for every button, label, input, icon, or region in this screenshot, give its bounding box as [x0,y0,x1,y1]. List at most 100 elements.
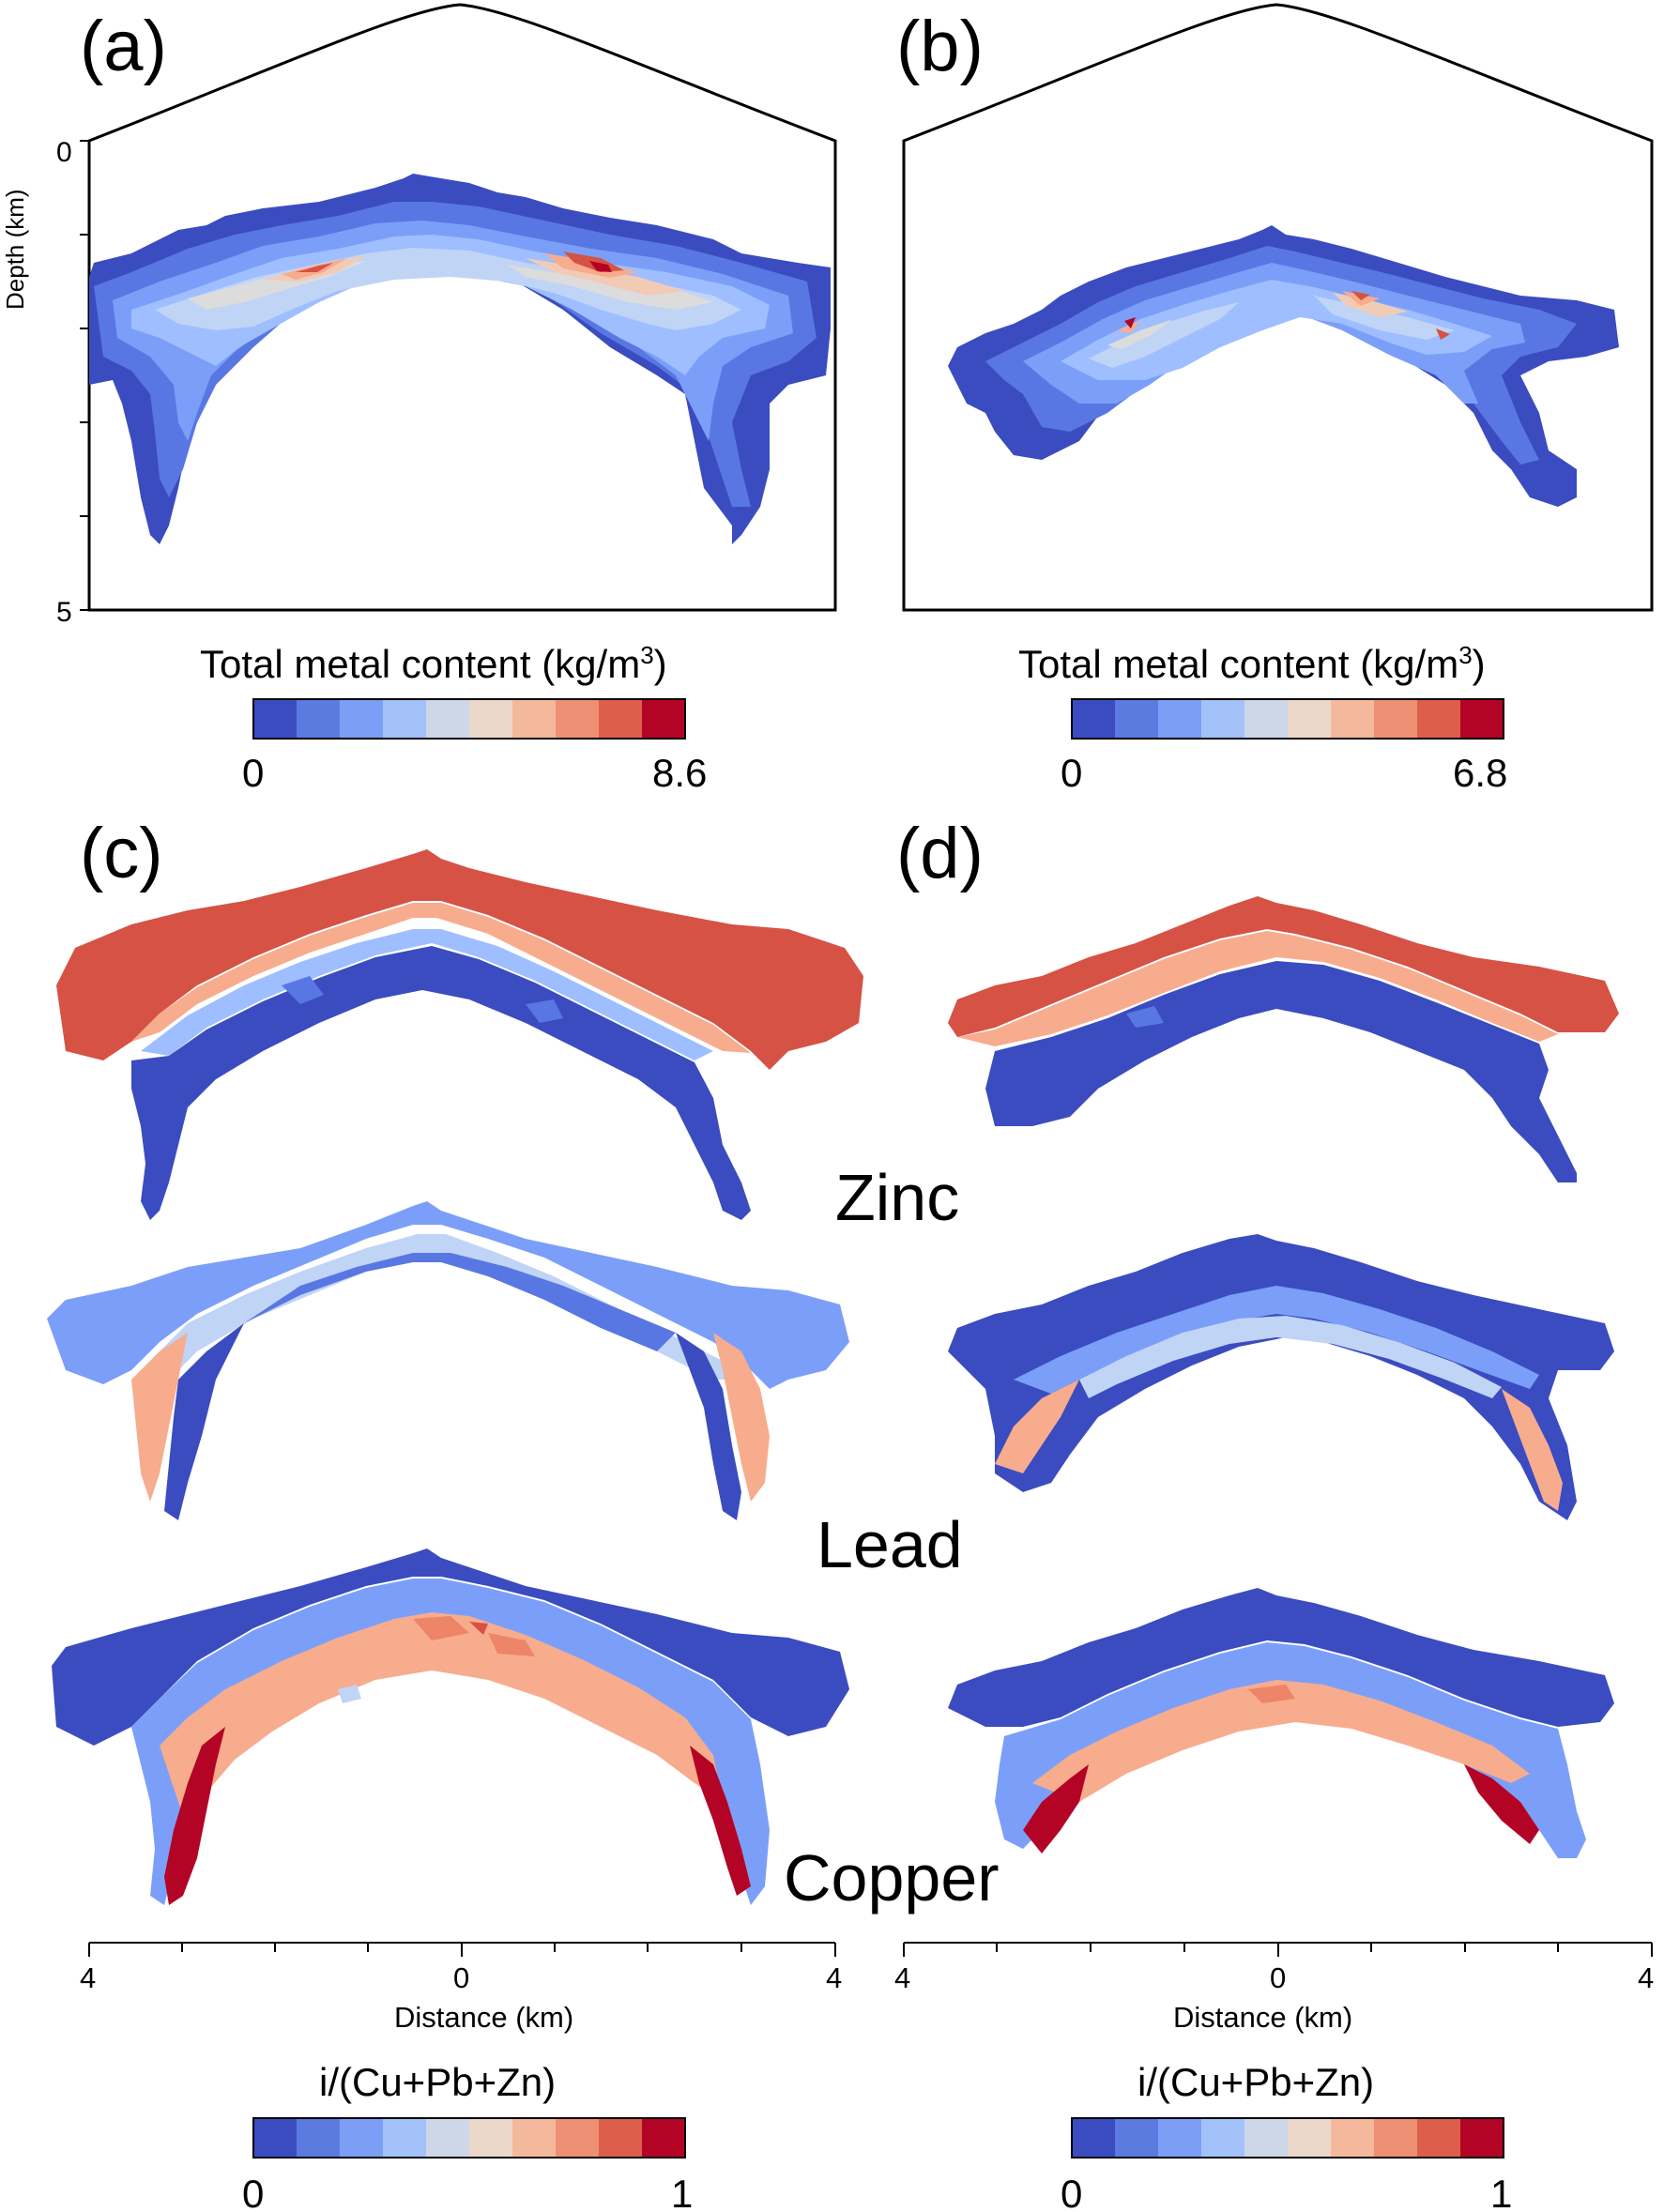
x-tick-d-right: 4 [1638,1961,1654,1994]
lead-d-min-band [948,1234,1614,1520]
panel-d-letter: (d) [896,814,984,893]
band-level-9b [1436,328,1450,340]
copper-d-max-left [1023,1764,1089,1854]
panel-c-copper [52,1548,849,1905]
colorbar-swatch [556,2118,600,2158]
colorbar-c-min: 0 [242,2172,264,2212]
lead-high-band-right [713,1333,770,1502]
zinc-high-band [56,849,863,1070]
colorbar-swatch [383,2118,427,2158]
colorbar-swatch [642,699,686,739]
lead-high-band-left [131,1333,188,1502]
zinc-patch-2 [526,999,563,1023]
band-level-5 [1089,302,1239,368]
colorbar-swatch [1072,2118,1116,2158]
colorbar-swatch [340,699,384,739]
copper-max-band-right [690,1746,751,1896]
colorbar-swatch [383,699,427,739]
lead-inner [244,1253,676,1351]
colorbar-swatch [253,699,298,739]
colorbar-swatch [1115,699,1159,739]
copper-patch-3 [469,1622,488,1635]
x-tick-c-center: 0 [453,1961,469,1994]
colorbar-swatch [297,699,341,739]
depth-tick-5: 5 [56,597,72,628]
copper-max-band-left [164,1727,225,1905]
lead-d-high-right [1502,1389,1563,1511]
colorbar-swatch [1374,2118,1418,2158]
colorbar-a-title: Total metal content (kg/m3) [200,641,667,686]
colorbar-swatch [469,699,513,739]
metal-label-lead: Lead [817,1508,963,1581]
x-tick-c-left: 4 [80,1961,96,1994]
lead-min-band-right [676,1333,741,1520]
zinc-patch-1 [282,976,324,1004]
colorbar-c-swatches [253,2118,686,2158]
band-level-2 [985,246,1577,465]
colorbar-swatch [1115,2118,1159,2158]
band-level-7 [1333,293,1408,317]
x-axis-c [88,1942,836,1957]
lead-low-band [47,1201,849,1389]
colorbar-swatch [1417,2118,1461,2158]
band-level-9 [296,263,333,272]
colorbar-b-swatches [1072,699,1504,739]
band-level-10 [589,261,612,272]
colorbar-swatch [1201,2118,1245,2158]
x-axis-d [903,1942,1653,1957]
panel-d-copper [948,1588,1614,1858]
copper-patch-1 [413,1616,469,1640]
colorbar-swatch [340,2118,384,2158]
copper-d-min-band [948,1588,1614,1727]
panel-a: (a) 0 5 Depth (km) [1,3,837,795]
copper-d-patch [1248,1685,1295,1703]
zinc-min-band [131,946,751,1220]
panel-b-heatmap [948,225,1619,507]
colorbar-swatch [253,2118,298,2158]
panel-a-heatmap [89,174,831,544]
copper-patch-2 [488,1633,535,1656]
lead-mid-band [150,1234,741,1380]
x-axis-d-label: Distance (km) [1173,2001,1352,2034]
colorbar-swatch [1201,699,1245,739]
band-level-8 [1117,321,1140,333]
zinc-d-patch [1126,1006,1164,1028]
band-level-10 [1124,317,1136,328]
colorbar-a-min: 0 [242,751,264,795]
colorbar-b-min: 0 [1061,751,1082,795]
panel-c-lead [47,1201,849,1520]
colorbar-d-title: i/(Cu+Pb+Zn) [1137,2060,1374,2104]
depth-axis-label: Depth (km) [1,189,29,310]
colorbar-swatch [1158,2118,1202,2158]
colorbar-swatch [512,2118,557,2158]
colorbar-swatch [1288,699,1332,739]
panel-d: (d) [894,814,1654,2212]
band-level-9 [1351,291,1370,300]
panel-d-lead [948,1234,1614,1520]
x-tick-c-right: 4 [826,1961,842,1994]
colorbar-a-swatches [253,699,686,739]
colorbar-swatch [1244,699,1289,739]
colorbar-b-title: Total metal content (kg/m3) [1018,641,1486,686]
colorbar-c-title: i/(Cu+Pb+Zn) [319,2060,556,2104]
panel-b: (b) Total metal content (kg/m3) 0 6.8 [896,3,1654,795]
x-tick-d-left: 4 [894,1961,910,1994]
colorbar-swatch [642,2118,686,2158]
copper-patch-4 [338,1685,361,1703]
colorbar-swatch [1417,699,1461,739]
panel-a-letter: (a) [80,7,167,86]
colorbar-b-max: 6.8 [1453,751,1507,795]
colorbar-b: Total metal content (kg/m3) 0 6.8 [1018,641,1507,795]
lead-d-low-band [1014,1286,1539,1394]
copper-d-low-band [995,1642,1586,1858]
colorbar-swatch [1331,2118,1375,2158]
zinc-low-band [141,929,713,1060]
panel-b-letter: (b) [896,7,984,86]
panel-b-frame [902,3,1654,612]
colorbar-swatch [556,699,600,739]
colorbar-swatch [1460,699,1504,739]
depth-tick-0: 0 [56,137,72,168]
panel-c-letter: (c) [80,814,163,893]
colorbar-a-max: 8.6 [652,751,707,795]
